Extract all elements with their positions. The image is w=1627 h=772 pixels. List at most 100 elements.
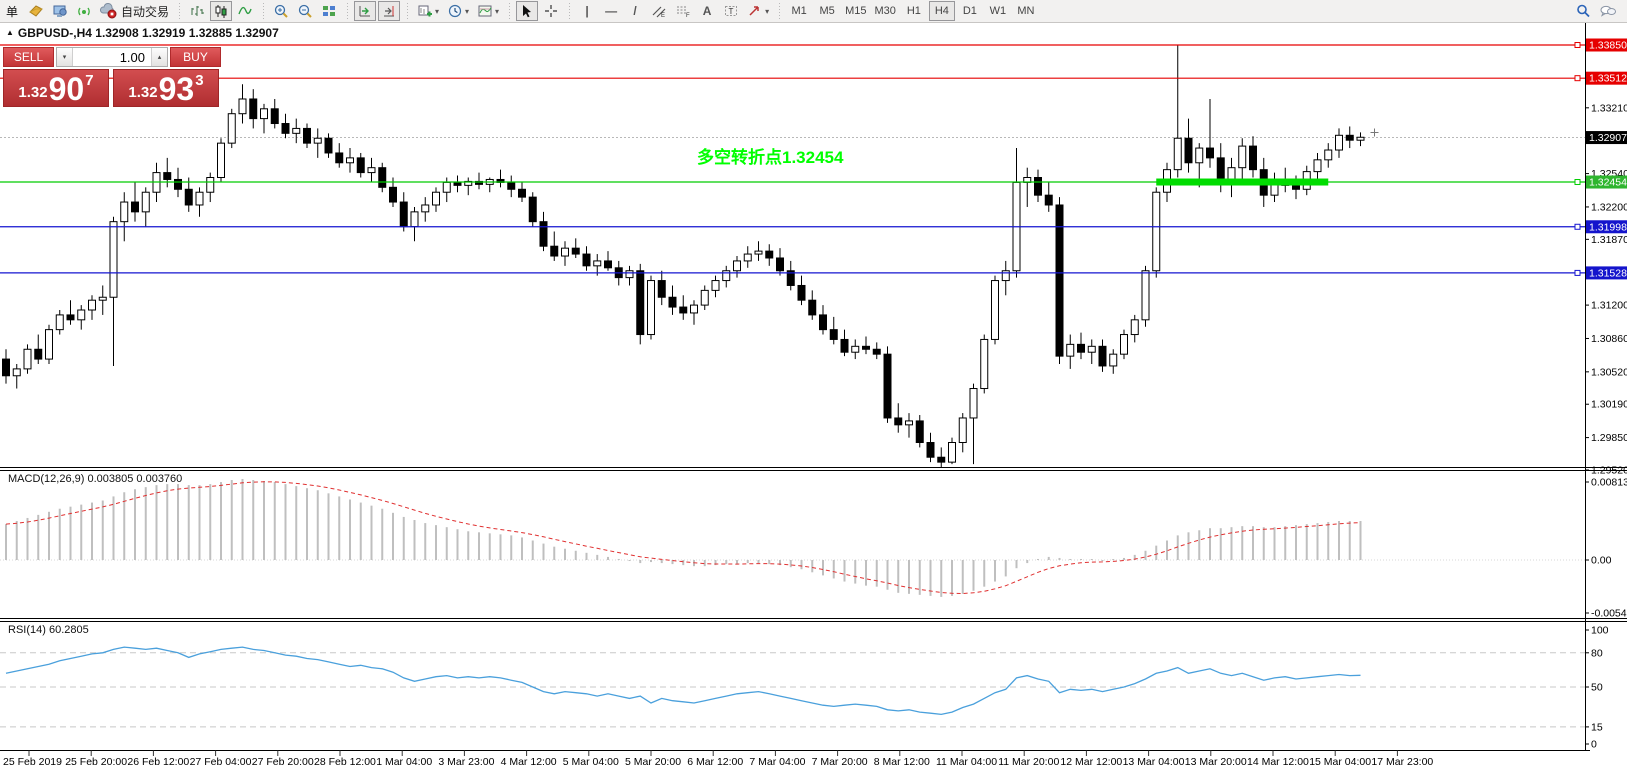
sell-price-big: 90 <box>48 71 85 107</box>
crosshair-button[interactable] <box>540 1 562 21</box>
toolbar-separator[interactable] <box>176 3 183 19</box>
cursor-button[interactable] <box>516 1 539 21</box>
line-chart-icon <box>238 6 252 15</box>
text-tool[interactable]: A <box>702 4 712 18</box>
chat-icon <box>1600 5 1616 17</box>
time-label: 4 Mar 12:00 <box>501 756 557 768</box>
toolbar-separator[interactable] <box>506 3 513 19</box>
time-label: 13 Mar 20:00 <box>1185 756 1247 768</box>
toolbar-separator[interactable] <box>344 3 351 19</box>
time-label: 13 Mar 04:00 <box>1123 756 1185 768</box>
toolbar-separator[interactable] <box>404 3 411 19</box>
new-chart-dropdown[interactable]: ▾ <box>414 1 442 21</box>
zoom-in-button[interactable] <box>270 1 292 21</box>
tile-windows-button[interactable] <box>318 1 340 21</box>
bar-chart-button[interactable] <box>186 1 208 21</box>
timeframe-mn[interactable]: MN <box>1017 5 1035 17</box>
price-tick-label: 1.33210 <box>1591 102 1627 114</box>
time-label: 27 Feb 04:00 <box>190 756 252 768</box>
time-label: 8 Mar 12:00 <box>874 756 930 768</box>
level-handle[interactable] <box>1574 269 1581 276</box>
timeframe-h1[interactable]: H1 <box>906 5 921 17</box>
candlesticks[interactable] <box>2 45 1365 468</box>
volume-input[interactable] <box>72 48 152 66</box>
price-badge-1.31528: 1.31528 <box>1589 267 1627 279</box>
chart-shift-button[interactable] <box>354 1 377 21</box>
equidistant-channel-tool[interactable]: E <box>648 1 670 21</box>
sell-price-display[interactable]: 1.32 90 7 <box>3 69 109 107</box>
thick-trend-segment[interactable] <box>1156 178 1329 186</box>
metaeditor-icon <box>53 5 67 17</box>
level-handle[interactable] <box>1574 179 1581 186</box>
line-chart-button[interactable] <box>234 1 256 21</box>
zoom-out-button[interactable] <box>294 1 316 21</box>
timeframe-m5[interactable]: M5 <box>819 5 835 17</box>
timeframe-h4[interactable]: H4 <box>928 1 955 21</box>
bar-chart-icon <box>191 6 205 16</box>
pivot-annotation[interactable]: 多空转折点1.32454 <box>697 148 844 167</box>
signals-button[interactable] <box>73 1 95 21</box>
macd-signal-line <box>5 481 1361 595</box>
time-label: 14 Mar 12:00 <box>1247 756 1309 768</box>
toolbar-separator[interactable] <box>776 3 783 19</box>
template-dropdown[interactable]: ▾ <box>474 1 502 21</box>
level-lines[interactable] <box>0 42 1585 276</box>
time-label: 25 Feb 2019 <box>3 756 62 768</box>
level-handle[interactable] <box>1574 223 1581 230</box>
zoom-in-icon <box>274 4 288 18</box>
macd-indicator-label: MACD(12,26,9) 0.003805 0.003760 <box>8 473 183 485</box>
period-dropdown[interactable]: ▾ <box>444 1 472 21</box>
menu-char[interactable]: 单 <box>5 4 18 19</box>
fibonacci-icon: F <box>677 6 690 19</box>
autotrading-button[interactable]: 自动交易 <box>97 1 172 21</box>
trendline-tool[interactable]: / <box>633 4 637 18</box>
autotrading-label: 自动交易 <box>121 4 170 19</box>
volume-decrease-button[interactable]: ▾ <box>57 48 72 66</box>
timeframe-m1[interactable]: M1 <box>791 5 807 17</box>
candlestick-chart-icon <box>215 5 227 18</box>
timeframe-w1[interactable]: W1 <box>989 5 1007 17</box>
level-handle[interactable] <box>1574 75 1581 82</box>
time-label: 25 Feb 20:00 <box>65 756 127 768</box>
buy-price-display[interactable]: 1.32 93 3 <box>113 69 219 107</box>
fibonacci-tool[interactable]: F <box>672 1 694 21</box>
metaeditor-button[interactable] <box>49 1 71 21</box>
candlestick-chart-button[interactable] <box>210 1 233 21</box>
toolbar-separator[interactable] <box>566 3 573 19</box>
chart-title-text: GBPUSD-,H4 1.32908 1.32919 1.32885 1.329… <box>17 26 279 40</box>
template-icon <box>478 5 492 17</box>
buy-price-sup: 3 <box>195 72 204 89</box>
rsi-line <box>5 646 1361 716</box>
time-label: 3 Mar 23:00 <box>438 756 494 768</box>
timeframe-m30[interactable]: M30 <box>874 5 896 17</box>
level-handle[interactable] <box>1574 42 1581 48</box>
sell-button[interactable]: SELL <box>3 47 54 67</box>
time-label: 28 Feb 12:00 <box>314 756 376 768</box>
rsi-indicator-label: RSI(14) 60.2805 <box>8 624 89 636</box>
time-label: 12 Mar 12:00 <box>1060 756 1122 768</box>
toolbar-separator[interactable] <box>260 3 267 19</box>
chat-button[interactable] <box>1596 1 1620 21</box>
volume-increase-button[interactable]: ▴ <box>152 48 167 66</box>
price-badge-1.33512: 1.33512 <box>1589 73 1627 85</box>
buy-button[interactable]: BUY <box>170 47 221 67</box>
auto-scroll-button[interactable] <box>378 1 401 21</box>
vertical-line-tool[interactable]: | <box>585 4 589 18</box>
rsi-tick-label: 0 <box>1591 739 1597 751</box>
svg-text:E: E <box>661 13 665 19</box>
macd-tick-label: -0.00546 <box>1591 608 1627 620</box>
dropdown-caret-icon: ▾ <box>435 6 440 16</box>
time-axis: 25 Feb 2019 25 Feb 20:00 26 Feb 12:00 27 Fe… <box>3 750 1433 768</box>
toolbar: 单 自动交易 ▾ ▾ <box>0 0 1627 23</box>
search-button[interactable] <box>1572 1 1594 21</box>
label-tool[interactable]: T <box>720 1 742 21</box>
arrows-dropdown[interactable]: ▾ <box>744 1 772 21</box>
collapse-panel-icon[interactable]: ▲ <box>6 28 14 37</box>
timeframe-m15[interactable]: M15 <box>845 5 867 17</box>
price-tick-label: 1.30190 <box>1591 399 1627 411</box>
timeframe-d1[interactable]: D1 <box>962 5 977 17</box>
time-label: 26 Feb 12:00 <box>127 756 189 768</box>
new-order-button[interactable] <box>25 1 47 21</box>
horizontal-line-tool[interactable]: — <box>605 4 618 18</box>
